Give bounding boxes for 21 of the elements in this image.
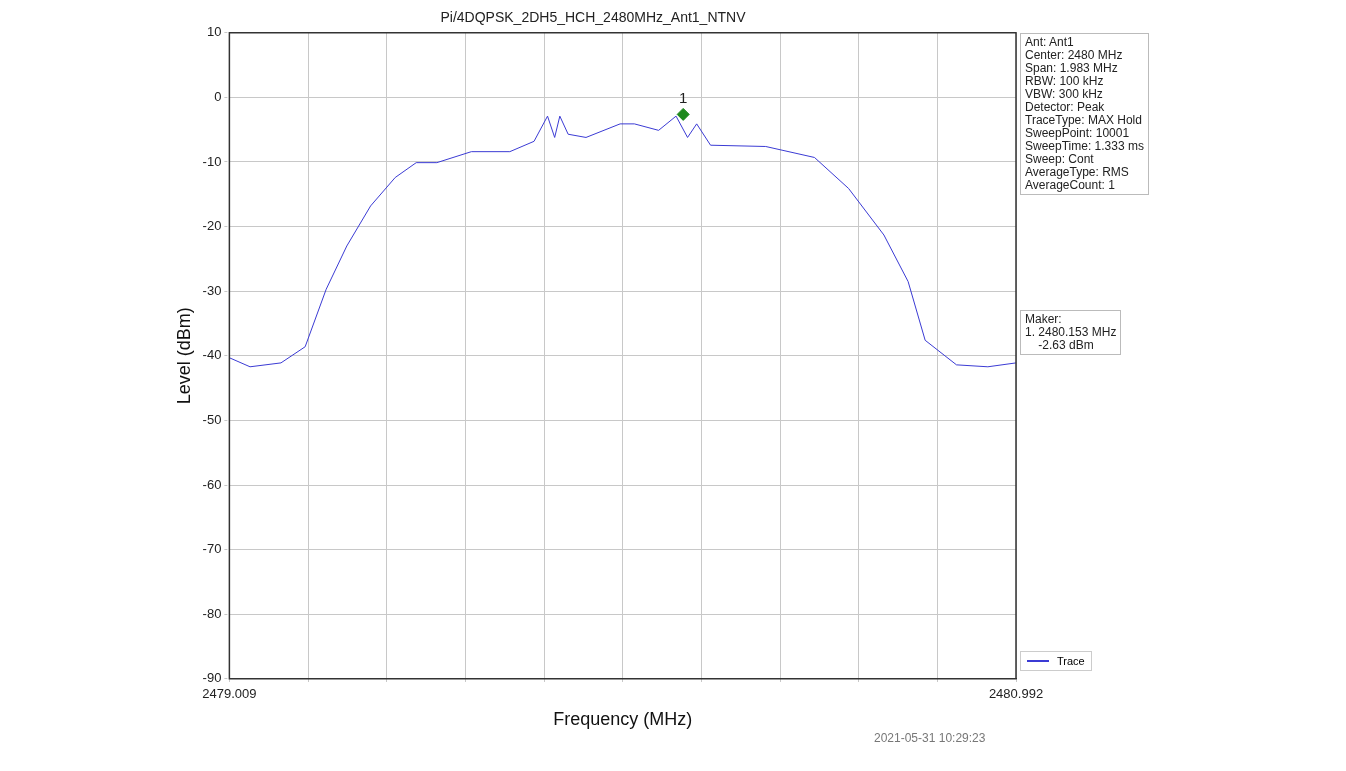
y-tick-label: -40 [202,347,222,363]
y-tick-label: 0 [214,88,222,104]
y-tick-label: -20 [202,218,222,234]
chart-title: Pi/4DQPSK_2DH5_HCH_2480MHz_Ant1_NTNV [440,9,747,26]
x-tick-label: 2479.009 [202,686,257,702]
x-tick-label: 2480.992 [988,686,1044,702]
y-tick-label: -90 [202,670,222,686]
text: Maker: 1. 2480.153 MHz -2.63 dBm [1020,309,1122,355]
y-axis-title: Level (dBm) [173,307,194,405]
y-tick-label: -30 [202,282,222,298]
text: Ant: Ant1 Center: 2480 MHz Span: 1.983 MHz RBW: 100 kHz VBW: 300 kHz Detector: Peak TraceType: MAX Hold SweepPoint: 10001 SweepTime: 1.333 ms Sweep: Cont AverageType: RMS AverageCount: 1 [1025,34,1144,192]
y-tick-label: -70 [202,541,222,557]
legend-label: Trace [1020,650,1092,671]
y-tick-label: -50 [202,411,222,427]
y-tick-label: -60 [202,476,222,492]
y-tick-label: -10 [202,153,222,169]
x-axis-title: Frequency (MHz) [553,709,693,730]
y-tick-label: -80 [202,605,222,621]
annotation: 1 [679,89,688,107]
text: 2021-05-31 10:29:23 [874,730,986,745]
y-tick-label: 10 [206,24,222,40]
